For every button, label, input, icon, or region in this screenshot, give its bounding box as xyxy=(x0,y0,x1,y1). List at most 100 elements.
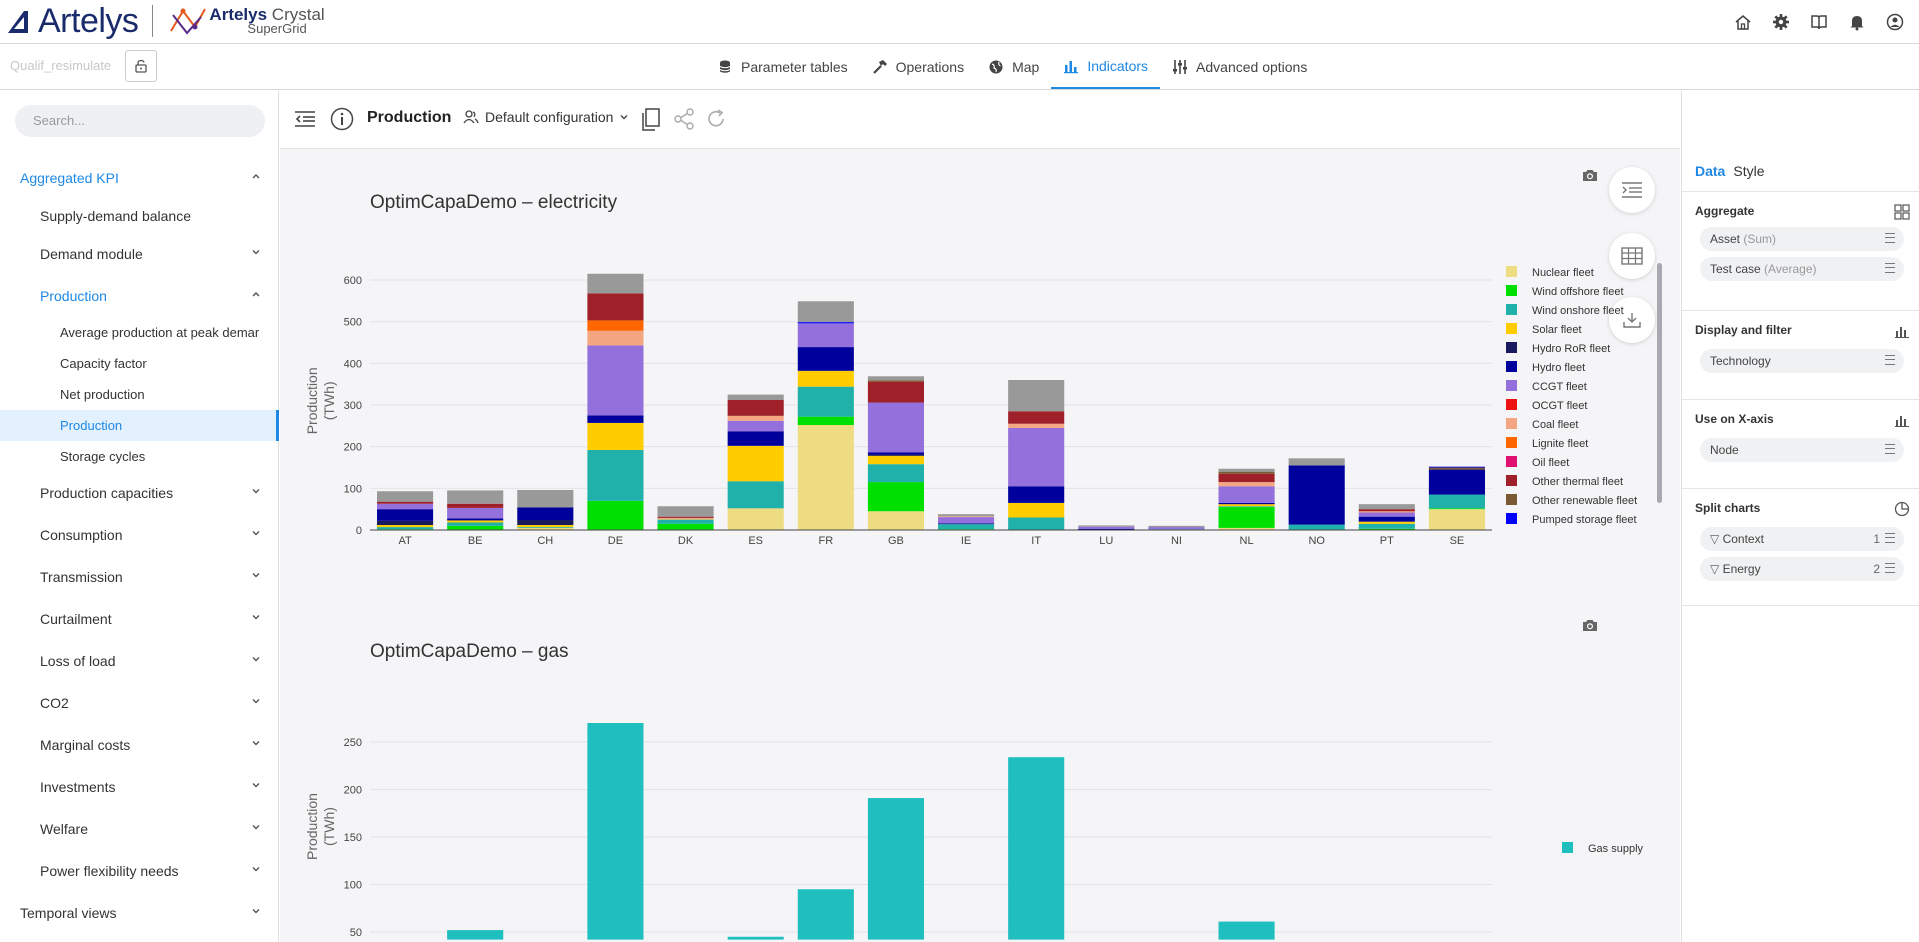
bar-gas-supply-it xyxy=(1008,757,1065,940)
chevron-down-icon xyxy=(252,489,260,494)
chip-name: Node xyxy=(1710,443,1739,457)
chart-scrollbar[interactable] xyxy=(1657,263,1662,503)
drag-handle-icon[interactable] xyxy=(1885,233,1895,243)
bell-icon[interactable] xyxy=(1845,10,1869,34)
sidebar-item-power-flexibility-needs[interactable]: Power flexibility needs xyxy=(0,850,279,892)
sidebar-item-transmission[interactable]: Transmission xyxy=(0,556,279,598)
filter-icon[interactable]: ▽ xyxy=(1710,532,1723,546)
tab-parameter-tables[interactable]: Parameter tables xyxy=(705,45,860,89)
sidebar-item-supply-demand-balance[interactable]: Supply-demand balance xyxy=(0,199,279,233)
tab-advanced-options[interactable]: Advanced options xyxy=(1160,45,1319,89)
legend-label-coal-fleet: Coal fleet xyxy=(1532,419,1578,431)
unlock-button[interactable] xyxy=(125,50,157,82)
bar-solar-fleet-gb xyxy=(867,455,924,465)
collapse-sidebar-icon[interactable] xyxy=(294,109,316,132)
y-axis-label-line: Production xyxy=(304,367,320,434)
sidebar-item-label: Loss of load xyxy=(40,653,116,669)
drag-handle-icon[interactable] xyxy=(1885,533,1895,543)
legend-swatch-other-renewable-fleet xyxy=(1506,494,1517,505)
search-input[interactable]: Search... xyxy=(15,105,265,137)
display-chip-technology[interactable]: Technology xyxy=(1700,349,1904,373)
legend-label-hydro-fleet: Hydro fleet xyxy=(1532,362,1585,374)
bar-chart-icon[interactable] xyxy=(1894,412,1910,428)
split-chip-energy[interactable]: ▽ Energy 2 xyxy=(1700,557,1904,581)
bar-other-thermal-fleet-it xyxy=(1008,411,1065,424)
sidebar-item-welfare[interactable]: Welfare xyxy=(0,808,279,850)
sidebar-item-label: Curtailment xyxy=(40,611,112,627)
sidebar-item-label: Power flexibility needs xyxy=(40,863,179,879)
sidebar-item-capacity-factor[interactable]: Capacity factor xyxy=(0,348,279,379)
sidebar-item-demand-module[interactable]: Demand module xyxy=(0,233,279,275)
bar-ccgt-fleet-at xyxy=(377,503,434,510)
sidebar-item-production-capacities[interactable]: Production capacities xyxy=(0,472,279,514)
sidebar-item-marginal-costs[interactable]: Marginal costs xyxy=(0,724,279,766)
bar-gas-supply-gb xyxy=(867,798,924,940)
legend-swatch-ocgt-fleet xyxy=(1506,399,1517,410)
brand-logo[interactable]: Artelys Artelys Crystal SuperGrid xyxy=(6,2,325,40)
tab-style[interactable]: Style xyxy=(1733,163,1765,179)
bar-hydro-fleet-lu xyxy=(1078,528,1135,530)
product-name: Crystal xyxy=(271,5,325,24)
sidebar-item-average-production[interactable]: Average production at peak demar xyxy=(0,317,279,348)
camera-icon[interactable] xyxy=(1582,618,1598,635)
main-panel: Production Default configuration OptimCa… xyxy=(280,91,1680,942)
table-view-button[interactable] xyxy=(1609,233,1655,279)
aggregate-chip-test-case[interactable]: Test case (Average) xyxy=(1700,257,1904,281)
camera-icon[interactable] xyxy=(1582,168,1598,185)
legend-toggle-button[interactable] xyxy=(1609,167,1655,213)
bar-other-renewable-fleet-nl xyxy=(1218,471,1275,474)
home-icon[interactable] xyxy=(1731,10,1755,34)
drag-handle-icon[interactable] xyxy=(1885,355,1895,365)
x-axis-chip-node[interactable]: Node xyxy=(1700,438,1904,462)
sidebar-item-production-group[interactable]: Production xyxy=(0,275,279,317)
bar-chart-icon[interactable] xyxy=(1894,323,1910,339)
share-icon[interactable] xyxy=(673,108,695,133)
filter-icon[interactable]: ▽ xyxy=(1710,562,1723,576)
drag-handle-icon[interactable] xyxy=(1885,263,1895,273)
download-button[interactable] xyxy=(1609,297,1655,343)
copy-icon[interactable] xyxy=(640,108,662,135)
bar-hydro-fleet-be xyxy=(447,518,504,521)
x-tick-label: GB xyxy=(888,535,904,547)
tab-label: Indicators xyxy=(1087,58,1149,74)
sidebar-item-storage-cycles[interactable]: Storage cycles xyxy=(0,441,279,472)
sidebar-item-aggregated-kpi[interactable]: Aggregated KPI xyxy=(0,157,279,199)
bar-wind-onshore-fleet-gb xyxy=(867,464,924,483)
grid-icon[interactable] xyxy=(1894,204,1910,220)
tab-operations[interactable]: Operations xyxy=(860,45,976,89)
sidebar-item-curtailment[interactable]: Curtailment xyxy=(0,598,279,640)
gear-icon[interactable] xyxy=(1769,10,1793,34)
sidebar-item-investments[interactable]: Investments xyxy=(0,766,279,808)
bar-nuclear-fleet-se xyxy=(1428,509,1485,530)
sidebar-item-net-production[interactable]: Net production xyxy=(0,379,279,410)
split-chip-context[interactable]: ▽ Context 1 xyxy=(1700,527,1904,551)
sidebar-item-production[interactable]: Production xyxy=(0,410,279,441)
drag-handle-icon[interactable] xyxy=(1885,444,1895,454)
bar-ccgt-fleet-es xyxy=(727,420,784,432)
sidebar-item-consumption[interactable]: Consumption xyxy=(0,514,279,556)
bar-other-be xyxy=(447,490,504,504)
x-tick-label: ES xyxy=(748,535,763,547)
gas-production-chart: 50 100 150 200 250 Production(TWh) Gas supply xyxy=(304,723,1644,940)
configuration-dropdown[interactable]: Default configuration xyxy=(463,109,629,125)
book-icon[interactable] xyxy=(1807,10,1831,34)
tab-map[interactable]: Map xyxy=(976,45,1051,89)
tab-indicators[interactable]: Indicators xyxy=(1051,45,1161,89)
bar-hydro-fleet-se xyxy=(1428,469,1485,495)
tab-data[interactable]: Data xyxy=(1695,163,1726,179)
info-icon[interactable] xyxy=(330,107,354,134)
bar-wind-onshore-fleet-se xyxy=(1428,494,1485,509)
sidebar-item-temporal-views[interactable]: Temporal views xyxy=(0,892,279,934)
x-axis-section: Use on X-axis Node xyxy=(1682,399,1919,488)
x-tick-label: NI xyxy=(1171,535,1182,547)
pie-chart-icon[interactable] xyxy=(1894,501,1910,517)
sidebar-item-co2[interactable]: CO2 xyxy=(0,682,279,724)
product-logo: Artelys Crystal SuperGrid xyxy=(167,5,325,37)
unlock-icon xyxy=(135,59,147,73)
refresh-icon[interactable] xyxy=(705,108,727,133)
user-icon[interactable] xyxy=(1883,10,1907,34)
aggregate-chip-asset[interactable]: Asset (Sum) xyxy=(1700,227,1904,251)
drag-handle-icon[interactable] xyxy=(1885,563,1895,573)
x-tick-label: AT xyxy=(398,535,412,547)
sidebar-item-loss-of-load[interactable]: Loss of load xyxy=(0,640,279,682)
